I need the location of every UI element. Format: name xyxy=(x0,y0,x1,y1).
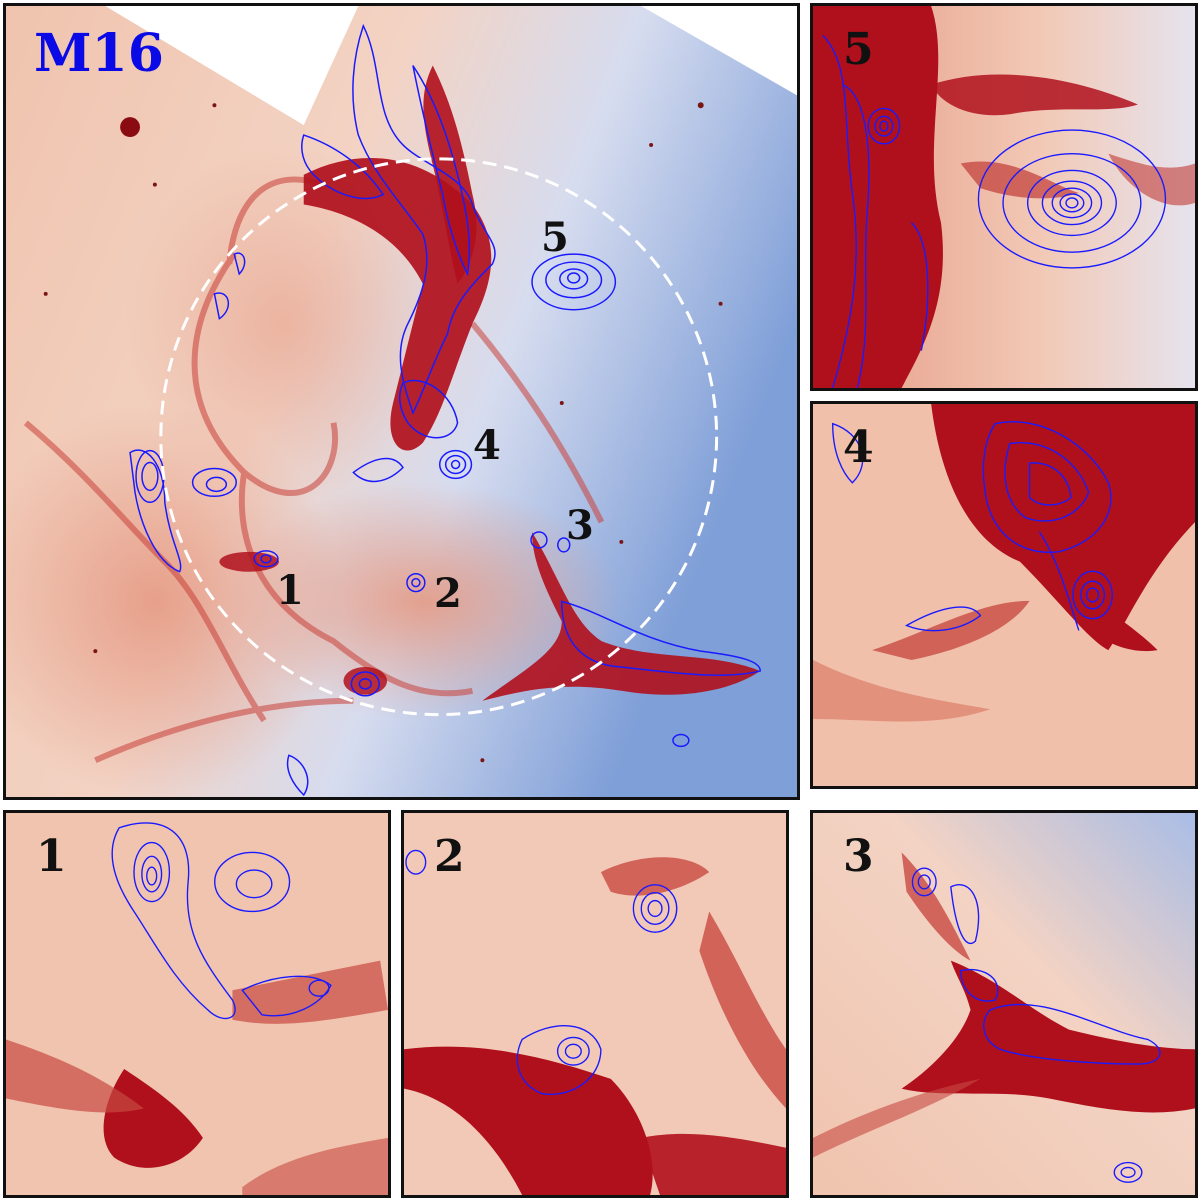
dashed-circle xyxy=(159,157,719,717)
main-map-image xyxy=(6,6,797,797)
region-label-4: 4 xyxy=(473,422,501,469)
region-label-5: 5 xyxy=(541,214,569,261)
region-label-1: 1 xyxy=(276,567,304,614)
inset-panel-2: 2 xyxy=(401,810,789,1198)
inset-label-5: 5 xyxy=(843,24,874,75)
inset-label-3: 3 xyxy=(843,831,874,882)
inset-4-image xyxy=(813,404,1195,786)
inset-panel-3: 3 xyxy=(810,810,1198,1198)
inset-label-4: 4 xyxy=(843,422,874,473)
main-title: M16 xyxy=(34,23,164,84)
main-map-panel: M16 1 2 3 4 5 xyxy=(3,3,800,800)
inset-5-image xyxy=(813,6,1195,388)
inset-3-image xyxy=(813,813,1195,1195)
inset-panel-1: 1 xyxy=(3,810,391,1198)
region-label-3: 3 xyxy=(566,502,594,549)
inset-label-1: 1 xyxy=(36,831,67,882)
region-label-2: 2 xyxy=(434,570,462,617)
inset-2-image xyxy=(404,813,786,1195)
inset-1-image xyxy=(6,813,388,1195)
inset-panel-4: 4 xyxy=(810,401,1198,789)
inset-label-2: 2 xyxy=(434,831,465,882)
inset-panel-5: 5 xyxy=(810,3,1198,391)
